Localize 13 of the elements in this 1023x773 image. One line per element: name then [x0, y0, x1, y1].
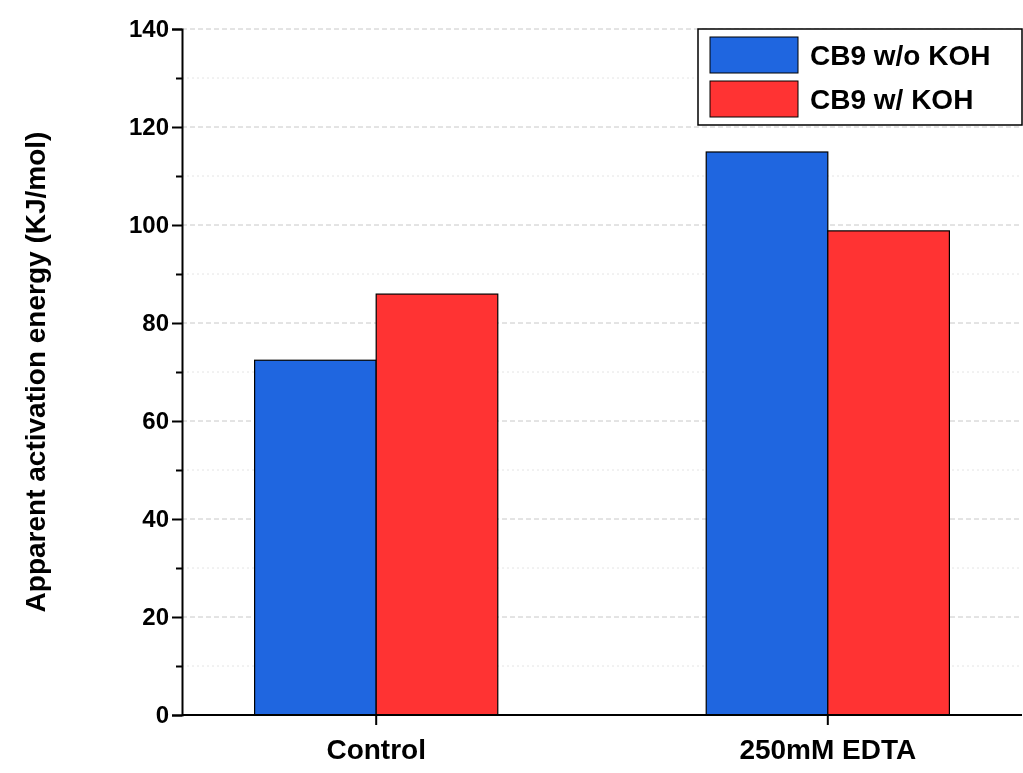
legend-label: CB9 w/ KOH: [810, 84, 974, 115]
y-tick-label: 60: [142, 407, 169, 435]
y-tick-label: 120: [128, 113, 169, 141]
x-tick-label: Control: [326, 733, 426, 765]
y-axis-title: Apparent activation energy (KJ/mol): [20, 131, 51, 613]
y-tick-label: 20: [142, 603, 169, 631]
y-tick-label: 40: [142, 505, 169, 533]
y-tick-label: 100: [128, 211, 169, 239]
y-tick-label: 140: [128, 15, 169, 43]
legend-label: CB9 w/o KOH: [810, 40, 991, 71]
y-tick-label: 80: [142, 309, 169, 337]
y-tick-label: 0: [155, 701, 169, 729]
x-tick-label: 250mM EDTA: [739, 733, 917, 765]
